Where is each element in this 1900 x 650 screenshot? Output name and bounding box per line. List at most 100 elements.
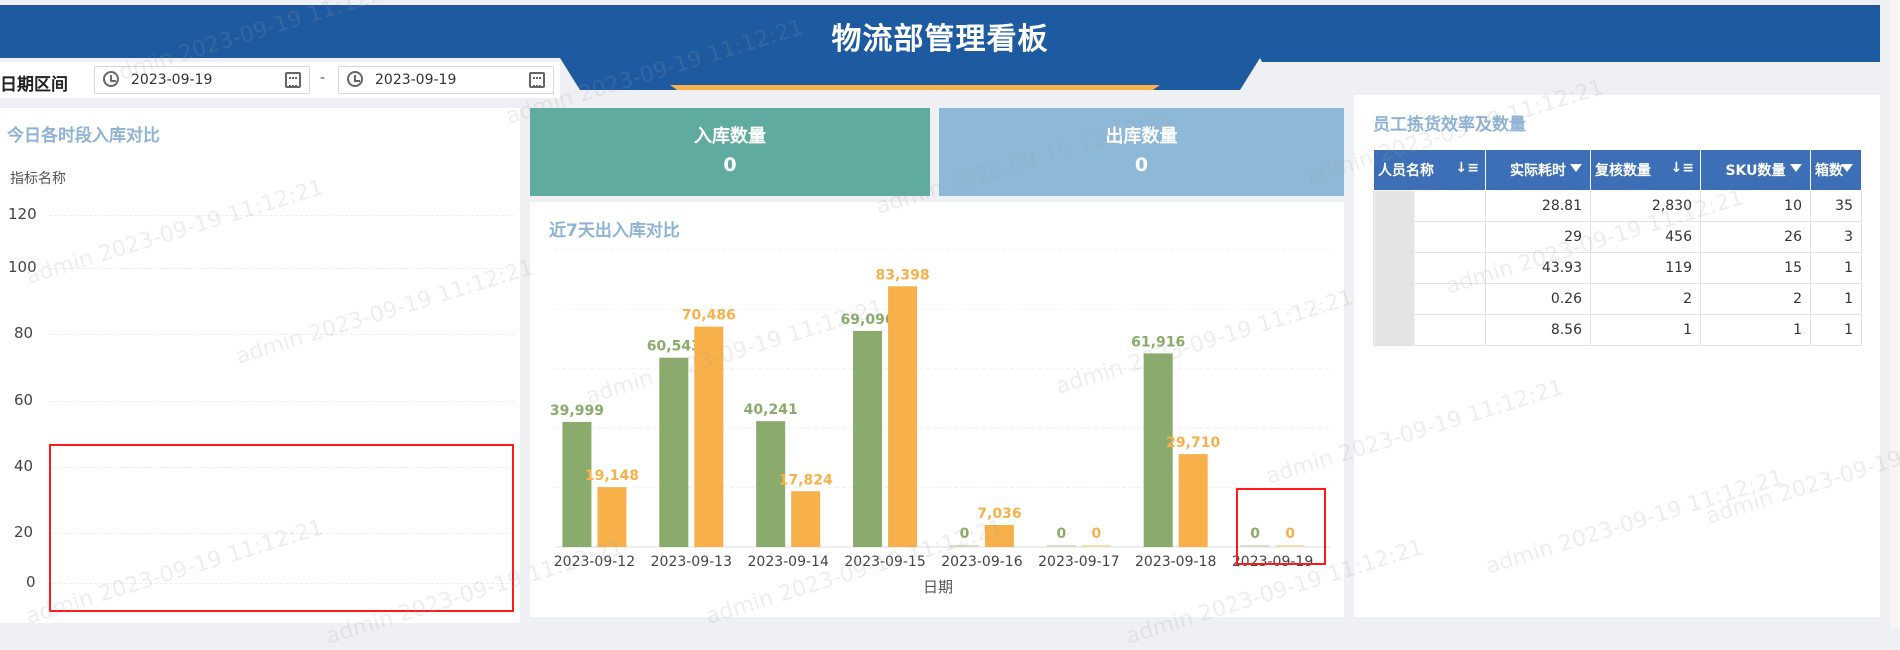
cell-duration: 8.56 — [1485, 314, 1591, 346]
x-tick-label: 2023-09-19 — [1232, 554, 1313, 570]
sort-icon[interactable]: ↓≡ — [1670, 160, 1694, 176]
cell-review: 1 — [1590, 314, 1701, 346]
bar-value-label: 29,710 — [1166, 435, 1220, 451]
bar-s2-2023-09-16[interactable] — [984, 525, 1014, 547]
bar-s2-2023-09-17[interactable] — [1081, 545, 1111, 547]
dropdown-arrow-icon[interactable] — [1790, 164, 1802, 172]
bar-s2-2023-09-15[interactable] — [888, 286, 918, 547]
bar-value-label: 40,241 — [744, 402, 798, 418]
bar-value-label: 60,543 — [647, 339, 701, 355]
cell-name — [1373, 314, 1486, 346]
clock-icon — [347, 71, 363, 87]
cell-boxes: 1 — [1810, 314, 1862, 346]
bar-value-label: 61,916 — [1131, 334, 1185, 350]
x-tick-label: 2023-09-14 — [748, 554, 829, 570]
inbound-count-value: 0 — [723, 154, 737, 176]
col-duration[interactable]: 实际耗时 — [1485, 149, 1591, 191]
weekly-bar-chart: 39,999 19,148 2023-09-12 60,543 70,486 2023-0… — [550, 249, 1330, 570]
dropdown-arrow-icon[interactable] — [1841, 164, 1853, 172]
bar-value-label: 83,398 — [876, 267, 930, 283]
left-gridline — [49, 467, 514, 468]
bar-s1-2023-09-12[interactable] — [562, 421, 592, 547]
x-tick-label: 2023-09-13 — [651, 554, 732, 570]
bar-s1-2023-09-16[interactable] — [949, 545, 979, 547]
legend-indicator-name: 指标名称 — [10, 171, 66, 187]
bar-value-label: 0 — [1250, 526, 1260, 542]
bar-s2-2023-09-14[interactable] — [791, 491, 821, 547]
table-row[interactable]: 8.56 1 1 1 — [1373, 314, 1862, 346]
bar-s1-2023-09-18[interactable] — [1143, 353, 1173, 547]
bar-s2-2023-09-12[interactable] — [597, 487, 627, 547]
bar-s1-2023-09-13[interactable] — [659, 357, 689, 547]
page-title: 物流部管理看板 — [831, 22, 1049, 57]
inbound-count-card: 入库数量 0 — [530, 108, 930, 196]
sort-icon[interactable]: ↓≡ — [1455, 160, 1479, 176]
col-staff-name[interactable]: 人员名称 ↓≡ — [1373, 149, 1486, 191]
end-date-input[interactable]: 2023-09-19 — [338, 66, 554, 94]
bar-s1-2023-09-17[interactable] — [1046, 545, 1076, 547]
table-row[interactable]: 0.26 2 2 1 — [1373, 283, 1862, 315]
hourly-inbound-panel — [0, 108, 520, 623]
cell-sku: 26 — [1700, 221, 1811, 253]
x-tick-label: 2023-09-15 — [844, 554, 925, 570]
cell-boxes: 1 — [1810, 283, 1862, 315]
inbound-count-label: 入库数量 — [694, 126, 766, 147]
table-row[interactable]: 43.93 119 15 1 — [1373, 252, 1862, 284]
cell-boxes: 3 — [1810, 221, 1862, 253]
cell-name — [1373, 190, 1486, 222]
bar-value-label: 0 — [1056, 526, 1066, 542]
bar-value-label: 69,096 — [841, 312, 895, 328]
col-box-count[interactable]: 箱数 — [1810, 149, 1862, 191]
staff-efficiency-title: 员工拣货效率及数量 — [1373, 115, 1526, 135]
cell-review: 456 — [1590, 221, 1701, 253]
table-row[interactable]: 29 456 26 3 — [1373, 221, 1862, 253]
bar-value-label: 0 — [1285, 526, 1295, 542]
cell-name — [1373, 252, 1486, 284]
scrollbar-track[interactable] — [1890, 0, 1900, 629]
x-tick-label: 2023-09-12 — [554, 554, 635, 570]
dropdown-arrow-icon[interactable] — [1570, 164, 1582, 172]
outbound-count-card: 出库数量 0 — [939, 108, 1344, 196]
bar-value-label: 0 — [960, 526, 970, 542]
bar-value-label: 0 — [1091, 526, 1101, 542]
bar-s2-2023-09-13[interactable] — [694, 326, 724, 547]
cell-review: 2 — [1590, 283, 1701, 315]
date-separator: - — [320, 70, 326, 86]
bar-value-label: 17,824 — [779, 472, 833, 488]
bar-value-label: 70,486 — [682, 308, 736, 324]
cell-boxes: 1 — [1810, 252, 1862, 284]
cell-sku: 2 — [1700, 283, 1811, 315]
x-tick-label: 2023-09-16 — [941, 554, 1022, 570]
staff-efficiency-table: 人员名称 ↓≡ 实际耗时 复核数量 ↓≡ SKU数量 箱数 28.81 2,830 10… — [1373, 149, 1862, 346]
left-y-tick: 100 — [8, 258, 37, 276]
col-review-count[interactable]: 复核数量 ↓≡ — [1590, 149, 1701, 191]
cell-boxes: 35 — [1810, 190, 1862, 222]
bar-s2-2023-09-18[interactable] — [1178, 454, 1208, 547]
left-y-tick: 0 — [26, 573, 36, 591]
start-date-input[interactable]: 2023-09-19 — [94, 66, 310, 94]
cell-sku: 10 — [1700, 190, 1811, 222]
left-gridline — [49, 533, 514, 534]
cell-name — [1373, 283, 1486, 315]
x-tick-label: 2023-09-17 — [1038, 554, 1119, 570]
left-gridline — [49, 583, 514, 584]
left-y-tick: 40 — [14, 457, 34, 475]
date-range-label: 日期区间 — [0, 75, 68, 95]
cell-name — [1373, 221, 1486, 253]
cell-duration: 28.81 — [1485, 190, 1591, 222]
cell-duration: 0.26 — [1485, 283, 1591, 315]
bar-s1-2023-09-14[interactable] — [756, 421, 786, 547]
cell-duration: 29 — [1485, 221, 1591, 253]
outbound-count-value: 0 — [1134, 154, 1149, 176]
calendar-icon[interactable] — [285, 72, 301, 88]
bar-s1-2023-09-15[interactable] — [853, 330, 883, 547]
col-sku-count[interactable]: SKU数量 — [1700, 149, 1811, 191]
left-y-tick: 60 — [14, 391, 34, 409]
calendar-icon[interactable] — [529, 72, 545, 88]
table-row[interactable]: 28.81 2,830 10 35 — [1373, 190, 1862, 222]
end-date-value: 2023-09-19 — [375, 72, 457, 88]
left-y-tick: 20 — [14, 523, 34, 541]
bar-s1-2023-09-19[interactable] — [1240, 545, 1270, 547]
bar-s2-2023-09-19[interactable] — [1275, 545, 1305, 547]
bar-value-label: 7,036 — [977, 506, 1021, 522]
